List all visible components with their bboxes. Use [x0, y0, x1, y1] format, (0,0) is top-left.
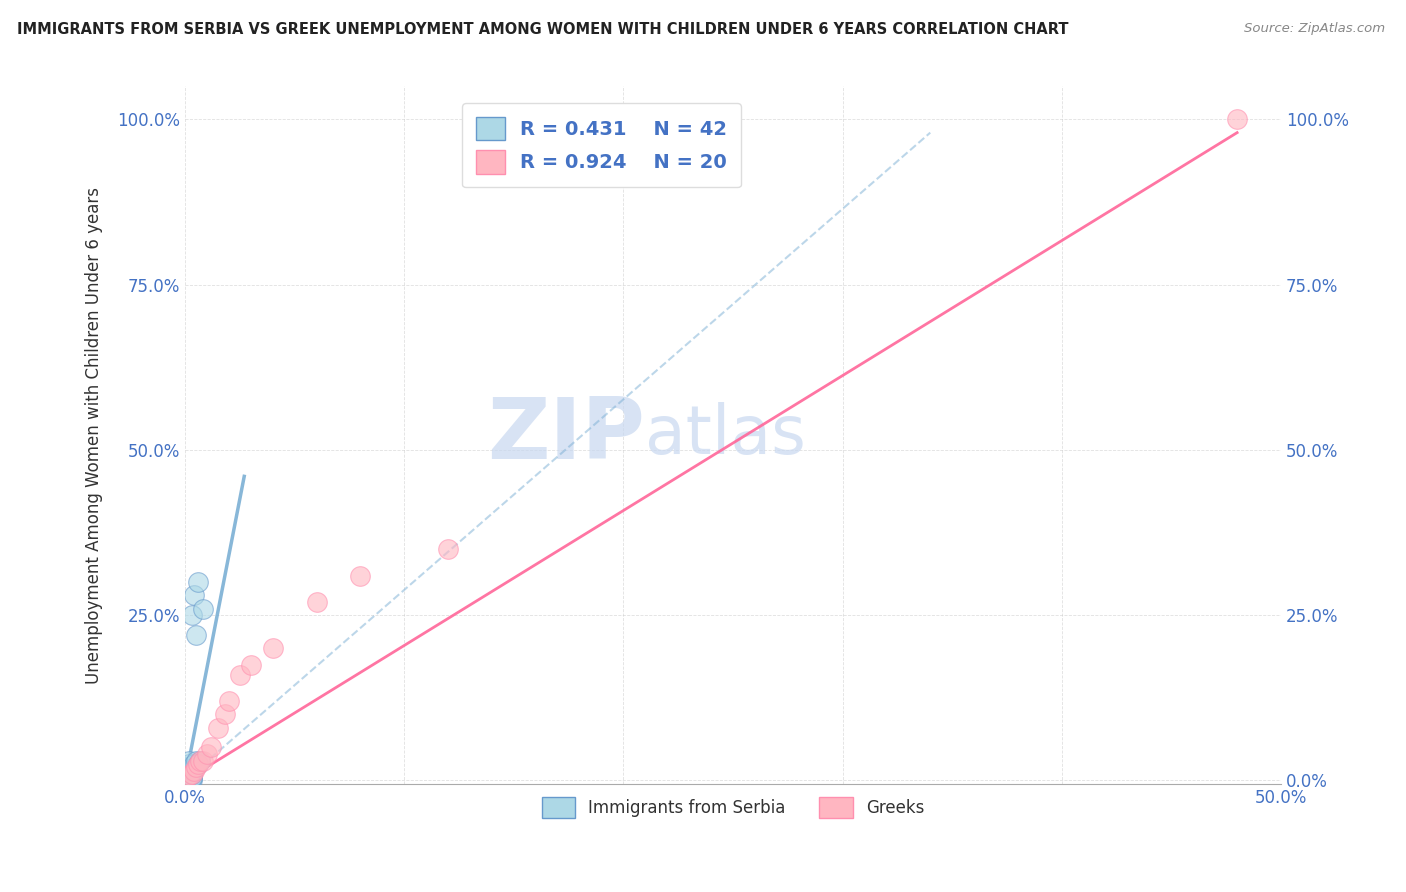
Point: [179, 770, 201, 784]
Point: [183, 588, 205, 602]
Point: [180, 767, 202, 781]
Point: [187, 756, 209, 771]
Point: [190, 754, 212, 768]
Legend: Immigrants from Serbia, Greeks: Immigrants from Serbia, Greeks: [536, 790, 931, 824]
Point: [176, 772, 198, 786]
Text: IMMIGRANTS FROM SERBIA VS GREEK UNEMPLOYMENT AMONG WOMEN WITH CHILDREN UNDER 6 Y: IMMIGRANTS FROM SERBIA VS GREEK UNEMPLOY…: [17, 22, 1069, 37]
Point: [176, 766, 198, 780]
Point: [349, 568, 371, 582]
Point: [200, 740, 222, 755]
Point: [176, 763, 198, 777]
Y-axis label: Unemployment Among Women with Children Under 6 years: Unemployment Among Women with Children U…: [86, 186, 103, 683]
Point: [176, 772, 198, 786]
Point: [179, 772, 201, 786]
Point: [179, 756, 201, 771]
Point: [214, 707, 236, 722]
Point: [184, 628, 207, 642]
Point: [180, 608, 202, 623]
Point: [184, 760, 207, 774]
Point: [179, 769, 201, 783]
Point: [179, 760, 201, 774]
Point: [191, 601, 214, 615]
Point: [239, 657, 262, 672]
Point: [176, 764, 198, 779]
Point: [176, 762, 198, 776]
Point: [262, 641, 284, 656]
Point: [187, 756, 209, 771]
Point: [176, 765, 198, 780]
Text: ZIP: ZIP: [488, 393, 645, 476]
Point: [179, 772, 201, 786]
Point: [176, 772, 198, 787]
Point: [176, 767, 198, 781]
Point: [179, 767, 201, 781]
Point: [187, 575, 209, 590]
Point: [179, 754, 201, 768]
Point: [207, 721, 229, 735]
Point: [183, 764, 205, 778]
Point: [176, 769, 198, 783]
Text: Source: ZipAtlas.com: Source: ZipAtlas.com: [1244, 22, 1385, 36]
Point: [176, 770, 198, 784]
Point: [180, 767, 202, 781]
Point: [179, 764, 201, 778]
Point: [218, 694, 240, 708]
Point: [1226, 112, 1249, 127]
Point: [176, 760, 198, 774]
Point: [190, 754, 212, 768]
Point: [180, 770, 202, 784]
Point: [305, 595, 328, 609]
Point: [176, 764, 198, 778]
Point: [179, 772, 201, 787]
Point: [191, 754, 214, 768]
Point: [176, 769, 198, 783]
Text: atlas: atlas: [645, 402, 806, 468]
Point: [183, 756, 205, 771]
Point: [184, 754, 207, 768]
Point: [176, 770, 198, 784]
Point: [437, 542, 460, 557]
Point: [183, 760, 205, 774]
Point: [176, 768, 198, 782]
Point: [179, 768, 201, 782]
Point: [195, 747, 218, 761]
Point: [180, 772, 202, 787]
Point: [180, 764, 202, 778]
Point: [180, 772, 202, 786]
Point: [176, 767, 198, 781]
Point: [229, 667, 252, 681]
Point: [176, 771, 198, 785]
